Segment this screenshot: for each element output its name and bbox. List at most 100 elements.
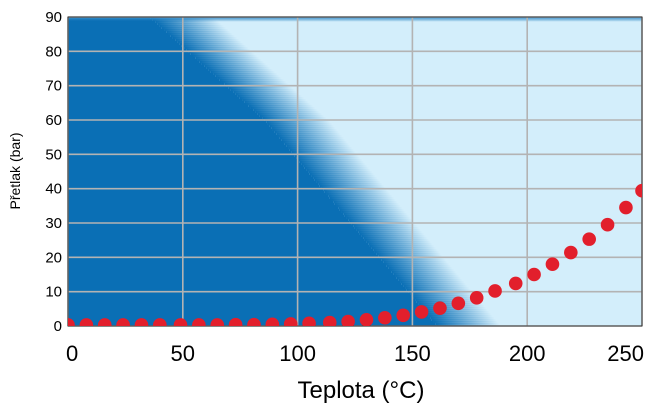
band-solid-strip [68, 109, 254, 112]
y-tick-label: 50 [45, 146, 62, 163]
band-fade-strip [299, 161, 365, 164]
band-solid-strip [68, 295, 412, 298]
band-fade-strip [311, 175, 376, 178]
band-solid-strip [68, 113, 258, 116]
band-fade-strip [319, 185, 385, 188]
data-point [228, 317, 243, 326]
data-point [153, 318, 167, 326]
band-fade-strip [398, 279, 463, 282]
y-tick-label: 40 [45, 181, 62, 198]
band-solid-strip [68, 69, 209, 72]
band-fade-strip [403, 285, 468, 288]
band-fade-strip [201, 63, 267, 66]
band-fade-strip [318, 183, 383, 186]
band-fade-strip [411, 295, 477, 298]
band-fade-strip [199, 61, 264, 64]
band-fade-strip [301, 163, 366, 166]
band-fade-strip [286, 145, 351, 148]
band-solid-strip [68, 95, 238, 98]
y-tick-label: 20 [45, 249, 62, 266]
band-fade-strip [244, 101, 309, 104]
band-fade-strip [359, 233, 425, 236]
data-point [247, 317, 261, 326]
band-solid-strip [68, 71, 211, 74]
band-solid-strip [68, 237, 364, 240]
band-solid-strip [68, 317, 431, 320]
band-solid-strip [68, 127, 272, 130]
y-tick-label: 70 [45, 78, 62, 95]
band-solid-strip [68, 289, 407, 292]
band-fade-strip [333, 201, 398, 204]
band-fade-strip [248, 105, 314, 108]
band-fade-strip [418, 303, 483, 306]
band-solid-strip [68, 269, 391, 272]
band-fade-strip [262, 117, 327, 120]
band-solid-strip [68, 267, 389, 270]
band-solid-strip [68, 149, 290, 152]
band-fade-strip [415, 299, 480, 302]
x-tick-label: 200 [509, 341, 546, 366]
band-fade-strip [329, 197, 395, 200]
band-fade-strip [267, 123, 333, 126]
data-point [341, 314, 355, 326]
data-point [283, 317, 298, 326]
band-fade-strip [291, 151, 356, 154]
band-fade-strip [430, 317, 495, 320]
band-solid-strip [68, 155, 295, 158]
data-point [600, 217, 615, 232]
band-fade-strip [416, 301, 482, 304]
band-fade-strip [428, 315, 493, 318]
band-fade-strip [255, 111, 320, 114]
band-solid-strip [68, 219, 349, 222]
band-fade-strip [378, 255, 443, 258]
band-fade-strip [374, 251, 440, 254]
band-fade-strip [259, 115, 325, 118]
band-fade-strip [296, 157, 361, 160]
band-fade-strip [346, 217, 411, 220]
band-solid-strip [68, 261, 384, 264]
data-point [378, 310, 392, 325]
data-point [619, 200, 633, 215]
band-fade-strip [257, 113, 322, 116]
band-solid-strip [68, 133, 277, 136]
y-tick-label: 60 [45, 112, 62, 129]
band-solid-strip [68, 231, 359, 234]
band-fade-strip [423, 309, 488, 312]
band-fade-strip [366, 241, 431, 244]
band-fade-strip [373, 249, 438, 252]
band-fade-strip [391, 271, 456, 274]
band-fade-strip [324, 191, 390, 194]
band-fade-strip [336, 205, 401, 208]
band-solid-strip [68, 65, 205, 68]
data-points [68, 183, 642, 326]
band-solid-strip [68, 307, 422, 310]
band-fade-strip [303, 165, 368, 168]
band-fade-strip [435, 323, 500, 326]
band-fade-strip [410, 293, 475, 296]
band-fade-strip [351, 223, 416, 226]
data-point [322, 315, 337, 326]
band-fade-strip [266, 121, 331, 124]
band-fade-strip [349, 221, 415, 224]
band-fade-strip [358, 231, 423, 234]
band-fade-strip [393, 273, 458, 276]
band-fade-strip [400, 281, 465, 284]
data-point [488, 284, 502, 298]
band-solid-strip [68, 201, 334, 204]
band-solid-strip [68, 107, 251, 110]
band-fade-strip [288, 147, 353, 150]
band-fade-strip [277, 135, 343, 138]
band-fade-strip [298, 159, 363, 162]
data-point [68, 318, 75, 326]
y-axis-ticks: 0 10 20 30 40 50 60 70 80 90 [45, 9, 62, 335]
band-solid-strip [68, 87, 229, 90]
band-solid-strip [68, 193, 327, 196]
band-solid-strip [68, 285, 404, 288]
plot-frame [67, 16, 643, 327]
band-solid-strip [68, 227, 355, 230]
band-fade-strip [338, 207, 403, 210]
band-fade-strip [239, 97, 305, 100]
band-fade-strip [224, 83, 289, 86]
band-solid-strip [68, 81, 222, 84]
